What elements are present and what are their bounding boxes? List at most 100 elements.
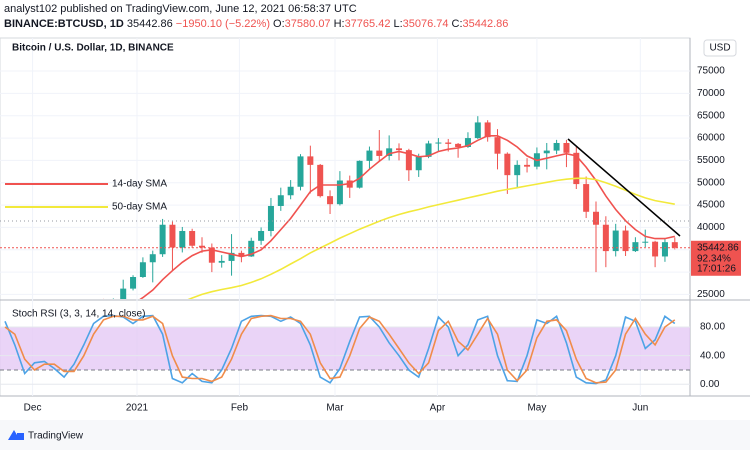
candle-body — [218, 260, 225, 263]
quote-line: BINANCE:BTCUSD, 1D 35442.86 −1950.10 (−5… — [4, 17, 511, 32]
footer-bar — [0, 420, 750, 450]
candle-body — [258, 230, 265, 241]
candle-body — [297, 156, 304, 187]
y-tick-label: 65000 — [697, 110, 725, 121]
currency-label: USD — [709, 43, 730, 54]
ohlc: O:37580.07 H:37765.42 L:35076.74 C:35442.86 — [273, 18, 511, 30]
x-tick-label: Jun — [632, 403, 648, 414]
stoch-title: Stoch RSI (3, 3, 14, 14, close) — [12, 309, 145, 320]
stoch-pane: 0.00 40.00 80.00 — [0, 314, 725, 390]
y-tick-label: 50000 — [697, 177, 725, 188]
candle-body — [622, 230, 629, 252]
candle-body — [277, 195, 284, 206]
candle-body — [130, 277, 137, 289]
symbol: BINANCE:BTCUSD, 1D — [4, 18, 124, 30]
candle-body — [248, 240, 255, 257]
quote-label: O: — [273, 18, 285, 30]
candle-body — [612, 230, 619, 252]
series-group — [4, 314, 676, 385]
band-fill — [0, 327, 690, 370]
y-tick-label: 25000 — [697, 289, 725, 300]
candle-body — [405, 150, 412, 171]
y-tick-label: 80.00 — [700, 322, 725, 333]
candle-body — [652, 241, 659, 257]
candle-body — [455, 143, 462, 148]
candle-body — [563, 142, 570, 153]
candle-body — [435, 142, 442, 144]
chart-title: Bitcoin / U.S. Dollar, 1D, BINANCE — [12, 43, 174, 54]
candle-body — [661, 242, 668, 257]
candle-body — [573, 152, 580, 185]
brand-name: TradingView — [28, 431, 84, 442]
candle-body — [267, 205, 274, 231]
candle-body — [366, 150, 373, 161]
candle-body — [494, 137, 501, 154]
quote-label: L: — [393, 18, 403, 30]
change: −1950.10 (−5.22%) — [175, 18, 270, 30]
candle-body — [415, 156, 422, 171]
y-tick-label: 60000 — [697, 133, 725, 144]
candle-body — [425, 143, 432, 157]
candle-body — [179, 230, 186, 248]
candle-body — [396, 148, 402, 151]
candle-body — [583, 184, 590, 212]
currency-button[interactable] — [703, 39, 737, 57]
badge-text: 92.34% — [697, 253, 731, 264]
legend-label: 14-day SMA — [112, 179, 167, 190]
candle-body — [593, 211, 599, 225]
candle-body — [445, 142, 452, 144]
quote-value: 35076.74 — [402, 18, 449, 30]
quote-label: C: — [451, 18, 463, 30]
candle-body — [642, 241, 649, 243]
candle-body — [199, 245, 205, 248]
y-tick-label: 45000 — [697, 200, 725, 211]
quote-value: 37580.07 — [284, 18, 331, 30]
candle-body — [484, 122, 491, 138]
y-tick-label: 0.00 — [700, 379, 720, 390]
main-pane: 2500030000350004000045000500005500060000… — [0, 38, 741, 414]
candle-body — [149, 254, 156, 263]
candle-body — [543, 150, 550, 154]
x-tick-label: Feb — [231, 403, 249, 414]
candles — [103, 116, 678, 299]
x-tick-label: May — [527, 403, 546, 414]
candle-body — [632, 242, 639, 252]
candle-body — [553, 142, 560, 151]
x-tick-label: Dec — [24, 403, 42, 414]
y-tick-label: 55000 — [697, 155, 725, 166]
series-line — [4, 314, 676, 384]
candle-body — [189, 230, 196, 246]
candle-body — [317, 164, 324, 197]
candle-body — [238, 252, 245, 257]
candle-body — [336, 180, 343, 205]
candle-body — [139, 262, 146, 278]
series-line — [139, 135, 675, 299]
y-tick-label: 70000 — [697, 88, 725, 99]
y-tick-label: 75000 — [697, 66, 725, 77]
brand-logo — [8, 430, 24, 440]
series-group — [139, 135, 675, 299]
badge-text: 17:01:26 — [697, 263, 736, 274]
trend-line — [567, 138, 681, 237]
last-price: 35442.86 — [126, 18, 173, 30]
candle-body — [504, 153, 511, 176]
candle-body — [514, 164, 521, 176]
price-badge-label: 35442.86 — [697, 242, 739, 253]
candle-body — [120, 288, 127, 299]
candle-body — [208, 247, 215, 263]
candle-body — [287, 186, 294, 196]
candle-body — [159, 224, 166, 255]
series-line — [187, 177, 675, 299]
header: analyst102 published on TradingView.com,… — [4, 2, 511, 32]
quote-value: 37765.42 — [344, 18, 391, 30]
candle-body — [307, 156, 314, 165]
x-tick-label: Apr — [430, 403, 446, 414]
y-tick-label: 40.00 — [700, 350, 725, 361]
candle-body — [524, 164, 531, 167]
published-line: analyst102 published on TradingView.com,… — [4, 3, 357, 15]
candle-body — [327, 196, 334, 205]
candle-body — [602, 224, 609, 252]
